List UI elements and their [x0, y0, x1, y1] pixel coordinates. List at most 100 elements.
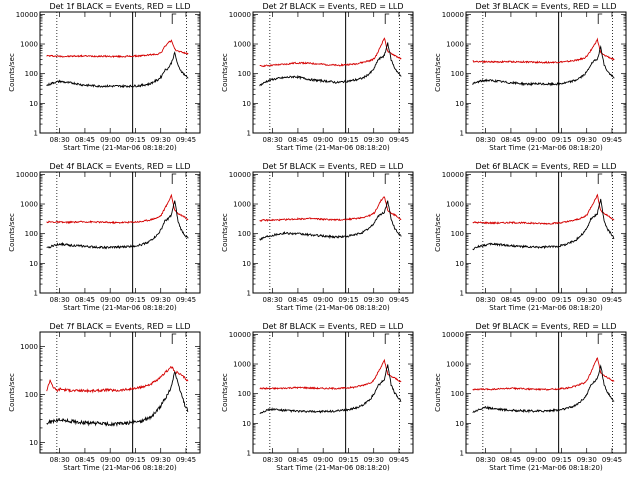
x-tick-label: 08:30	[50, 296, 70, 304]
y-tick-label: 1000	[233, 361, 251, 369]
x-tick-label: 09:30	[577, 296, 597, 304]
chart-panel-9: Det 9f BLACK = Events, RED = LLD 1 10 100 10…	[434, 322, 627, 472]
x-tick-label: 09:15	[125, 456, 145, 464]
y-tick-label: 10	[29, 100, 38, 108]
y-tick-label: 10000	[16, 171, 38, 179]
x-axis-label: Start Time (21-Mar-06 08:18:20)	[276, 304, 390, 312]
x-axis-label: Start Time (21-Mar-06 08:18:20)	[276, 464, 390, 472]
x-tick-label: 08:30	[263, 136, 283, 144]
x-tick-label: 09:45	[389, 456, 409, 464]
bracket-marker	[171, 333, 177, 344]
x-tick-label: 09:00	[526, 456, 546, 464]
x-tick-label: 09:00	[313, 456, 333, 464]
x-axis-label: Start Time (21-Mar-06 08:18:20)	[63, 304, 177, 312]
chart-panel-3: Det 3f BLACK = Events, RED = LLD 1 10 100 10…	[434, 2, 627, 152]
event-rate-series-line	[472, 44, 615, 87]
x-tick-label: 09:30	[577, 136, 597, 144]
x-tick-label: 09:15	[551, 296, 571, 304]
y-tick-label: 10000	[229, 331, 251, 339]
x-tick-label: 09:45	[389, 296, 409, 304]
x-tick-label: 08:30	[263, 296, 283, 304]
y-tick-label: 1	[460, 290, 464, 298]
bracket-marker	[384, 333, 390, 344]
x-tick-label: 08:30	[476, 296, 496, 304]
x-tick-label: 09:30	[151, 456, 171, 464]
panel-title: Det 3f BLACK = Events, RED = LLD	[475, 2, 616, 11]
x-tick-label: 09:30	[151, 296, 171, 304]
x-tick-label: 09:30	[577, 456, 597, 464]
event-rate-series-line	[46, 51, 189, 89]
y-tick-label: 10000	[229, 11, 251, 19]
y-tick-label: 100	[25, 391, 38, 399]
y-tick-label: 1000	[20, 343, 38, 351]
x-tick-label: 09:15	[338, 136, 358, 144]
event-rate-series-line	[259, 200, 402, 241]
event-rate-series-line	[259, 364, 402, 414]
y-tick-label: 1	[247, 450, 251, 458]
x-tick-label: 09:15	[551, 136, 571, 144]
x-tick-label: 08:30	[263, 456, 283, 464]
y-tick-label: 1000	[446, 201, 464, 209]
x-tick-label: 08:45	[288, 296, 308, 304]
panel-title: Det 4f BLACK = Events, RED = LLD	[49, 162, 190, 171]
x-tick-label: 09:00	[313, 136, 333, 144]
y-axis-label: Counts/sec	[434, 53, 442, 92]
x-tick-label: 09:45	[389, 136, 409, 144]
event-rate-series-line	[472, 364, 615, 414]
panel-title: Det 6f BLACK = Events, RED = LLD	[475, 162, 616, 171]
x-tick-label: 09:30	[364, 296, 384, 304]
y-tick-label: 10	[455, 100, 464, 108]
y-tick-label: 10	[455, 420, 464, 428]
y-tick-label: 1	[247, 290, 251, 298]
chart-panel-1: Det 1f BLACK = Events, RED = LLD 1 10 100 10…	[8, 2, 201, 152]
plot-frame	[39, 171, 201, 294]
chart-panel-4: Det 4f BLACK = Events, RED = LLD 1 10 100 10…	[8, 162, 201, 312]
panel-title: Det 7f BLACK = Events, RED = LLD	[49, 322, 190, 331]
lld-rate-series-line	[472, 37, 615, 64]
y-axis-label: Counts/sec	[8, 213, 16, 252]
bracket-marker	[597, 333, 603, 344]
y-tick-label: 10	[242, 260, 251, 268]
y-tick-label: 10	[29, 260, 38, 268]
x-tick-label: 09:15	[338, 296, 358, 304]
y-tick-label: 1	[460, 130, 464, 138]
x-tick-label: 08:45	[501, 456, 521, 464]
chart-panel-5: Det 5f BLACK = Events, RED = LLD 1 10 100 10…	[221, 162, 414, 312]
lld-rate-series-line	[46, 193, 189, 225]
x-axis-label: Start Time (21-Mar-06 08:18:20)	[276, 144, 390, 152]
x-tick-label: 09:00	[100, 456, 120, 464]
plot-frame	[252, 331, 414, 454]
chart-panel-7: Det 7f BLACK = Events, RED = LLD 10 100 100…	[8, 322, 201, 472]
bracket-marker	[171, 13, 177, 24]
x-tick-label: 09:45	[176, 136, 196, 144]
panel-title: Det 5f BLACK = Events, RED = LLD	[262, 162, 403, 171]
x-tick-label: 08:45	[288, 456, 308, 464]
x-tick-label: 09:30	[151, 136, 171, 144]
y-tick-label: 1000	[233, 41, 251, 49]
bracket-marker	[597, 173, 603, 184]
y-tick-label: 1000	[233, 201, 251, 209]
y-tick-label: 100	[451, 70, 464, 78]
plot-frame	[39, 331, 201, 454]
event-rate-series-line	[472, 198, 615, 251]
chart-panel-2: Det 2f BLACK = Events, RED = LLD 1 10 100 10…	[221, 2, 414, 152]
x-tick-label: 09:45	[602, 296, 622, 304]
event-rate-series-line	[46, 371, 189, 428]
panel-title: Det 2f BLACK = Events, RED = LLD	[262, 2, 403, 11]
x-tick-label: 09:45	[176, 456, 196, 464]
x-tick-label: 09:30	[364, 456, 384, 464]
x-tick-label: 08:45	[501, 136, 521, 144]
plot-frame	[465, 171, 627, 294]
event-rate-series-line	[259, 42, 402, 87]
y-tick-label: 100	[25, 70, 38, 78]
x-axis-label: Start Time (21-Mar-06 08:18:20)	[489, 304, 603, 312]
y-tick-label: 10000	[442, 171, 464, 179]
chart-panel-8: Det 8f BLACK = Events, RED = LLD 1 10 100 10…	[221, 322, 414, 472]
x-tick-label: 09:15	[125, 136, 145, 144]
y-tick-label: 1000	[446, 41, 464, 49]
y-tick-label: 100	[238, 230, 251, 238]
y-tick-label: 1	[34, 130, 38, 138]
plot-frame	[465, 331, 627, 454]
y-tick-label: 10	[242, 420, 251, 428]
